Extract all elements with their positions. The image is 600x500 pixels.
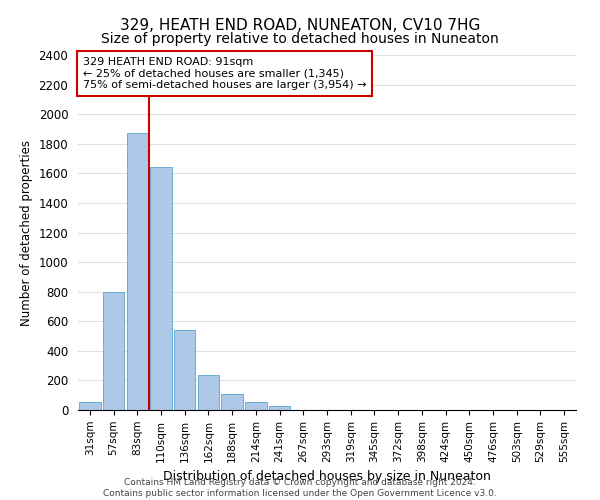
Bar — [127, 134, 148, 410]
Text: Size of property relative to detached houses in Nuneaton: Size of property relative to detached ho… — [101, 32, 499, 46]
Bar — [103, 292, 124, 410]
Bar — [269, 406, 290, 410]
Bar — [245, 402, 266, 410]
Text: 329, HEATH END ROAD, NUNEATON, CV10 7HG: 329, HEATH END ROAD, NUNEATON, CV10 7HG — [120, 18, 480, 32]
Bar — [198, 375, 219, 410]
Text: 329 HEATH END ROAD: 91sqm
← 25% of detached houses are smaller (1,345)
75% of se: 329 HEATH END ROAD: 91sqm ← 25% of detac… — [83, 57, 367, 90]
Text: Contains HM Land Registry data © Crown copyright and database right 2024.
Contai: Contains HM Land Registry data © Crown c… — [103, 478, 497, 498]
X-axis label: Distribution of detached houses by size in Nuneaton: Distribution of detached houses by size … — [163, 470, 491, 483]
Y-axis label: Number of detached properties: Number of detached properties — [20, 140, 33, 326]
Bar — [151, 166, 172, 410]
Bar — [221, 394, 243, 410]
Bar — [174, 330, 196, 410]
Bar — [79, 402, 101, 410]
